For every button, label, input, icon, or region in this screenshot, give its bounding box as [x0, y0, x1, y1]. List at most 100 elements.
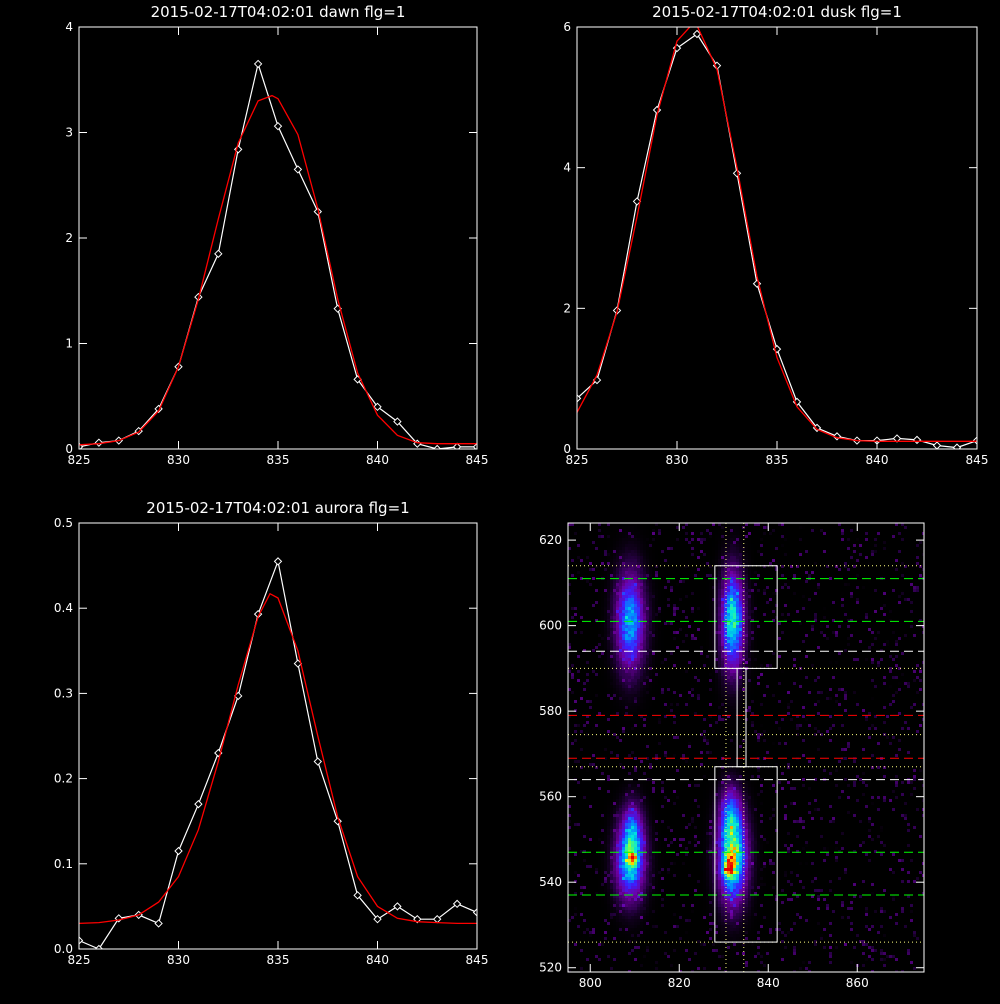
heatmap-cell [634, 712, 637, 715]
heatmap-cell [580, 637, 583, 640]
heatmap-cell [589, 589, 592, 592]
heatmap-cell [622, 661, 625, 664]
heatmap-cell [571, 790, 574, 793]
heatmap-cell [658, 847, 661, 850]
heatmap-cell [637, 655, 640, 658]
heatmap-cell [631, 709, 634, 712]
heatmap-cell [646, 682, 649, 685]
heatmap-cell [574, 526, 577, 529]
heatmap-cell [574, 832, 577, 835]
heatmap-cell [571, 838, 574, 841]
heatmap-cell [595, 967, 598, 970]
heatmap-cell [592, 901, 595, 904]
heatmap-cell [580, 541, 583, 544]
heatmap-cell [613, 730, 616, 733]
heatmap-cell [580, 865, 583, 868]
heatmap-cell [592, 937, 595, 940]
heatmap-cell [649, 859, 652, 862]
heatmap-cell [604, 712, 607, 715]
heatmap-cell [604, 781, 607, 784]
heatmap-cell [583, 697, 586, 700]
heatmap-cell [661, 697, 664, 700]
heatmap-cell [631, 796, 634, 799]
heatmap-cell [634, 661, 637, 664]
heatmap-cell [640, 862, 643, 865]
heatmap-cell [640, 592, 643, 595]
heatmap-cell [613, 784, 616, 787]
heatmap-cell [658, 811, 661, 814]
heatmap-cell [646, 955, 649, 958]
heatmap-cell [634, 886, 637, 889]
heatmap-cell [637, 547, 640, 550]
heatmap-cell [586, 592, 589, 595]
heatmap-cell [574, 748, 577, 751]
heatmap-cell [619, 925, 622, 928]
heatmap-cell [628, 718, 631, 721]
y-tick-label: 0 [563, 442, 571, 456]
heatmap-cell [655, 928, 658, 931]
heatmap-cell [601, 697, 604, 700]
heatmap-cell [574, 931, 577, 934]
heatmap-cell [643, 583, 646, 586]
heatmap-cell [658, 796, 661, 799]
heatmap-cell [637, 961, 640, 964]
heatmap-cell [577, 703, 580, 706]
heatmap-cell [619, 802, 622, 805]
heatmap-cell [586, 670, 589, 673]
heatmap-cell [598, 697, 601, 700]
heatmap-cell [583, 919, 586, 922]
heatmap-cell [592, 595, 595, 598]
heatmap-cell [592, 799, 595, 802]
heatmap-cell [631, 580, 634, 583]
heatmap-cell [571, 898, 574, 901]
heatmap-cell [622, 589, 625, 592]
heatmap-cell [604, 601, 607, 604]
heatmap-cell [634, 634, 637, 637]
heatmap-cell [634, 628, 637, 631]
heatmap-cell [604, 661, 607, 664]
heatmap-cell [610, 859, 613, 862]
heatmap-cell [649, 760, 652, 763]
heatmap-cell [661, 829, 664, 832]
heatmap-cell [628, 862, 631, 865]
heatmap-cell [580, 739, 583, 742]
heatmap-cell [622, 658, 625, 661]
heatmap-cell [571, 913, 574, 916]
heatmap-cell [637, 607, 640, 610]
heatmap-cell [589, 532, 592, 535]
heatmap-cell [658, 949, 661, 952]
heatmap-cell [580, 700, 583, 703]
heatmap-cell [631, 712, 634, 715]
heatmap-cell [646, 871, 649, 874]
heatmap-cell [637, 952, 640, 955]
heatmap-cell [640, 907, 643, 910]
heatmap-cell [589, 919, 592, 922]
heatmap-cell [574, 817, 577, 820]
heatmap-cell [610, 721, 613, 724]
heatmap-cell [580, 769, 583, 772]
heatmap-cell [586, 859, 589, 862]
heatmap-cell [586, 634, 589, 637]
heatmap-cell [649, 694, 652, 697]
heatmap-cell [613, 736, 616, 739]
heatmap-cell [592, 961, 595, 964]
heatmap-cell [607, 868, 610, 871]
heatmap-cell [592, 652, 595, 655]
heatmap-cell [616, 529, 619, 532]
heatmap-cell [601, 868, 604, 871]
heatmap-cell [571, 814, 574, 817]
heatmap-cell [625, 967, 628, 970]
heatmap-cell [628, 535, 631, 538]
heatmap-cell [640, 958, 643, 961]
heatmap-cell [598, 721, 601, 724]
heatmap-cell [583, 871, 586, 874]
heatmap-cell [661, 595, 664, 598]
heatmap-cell [652, 646, 655, 649]
heatmap-cell [640, 622, 643, 625]
heatmap-cell [628, 553, 631, 556]
heatmap-cell [628, 676, 631, 679]
heatmap-cell [577, 742, 580, 745]
heatmap-cell [580, 781, 583, 784]
heatmap-cell [580, 916, 583, 919]
heatmap-cell [628, 853, 631, 856]
